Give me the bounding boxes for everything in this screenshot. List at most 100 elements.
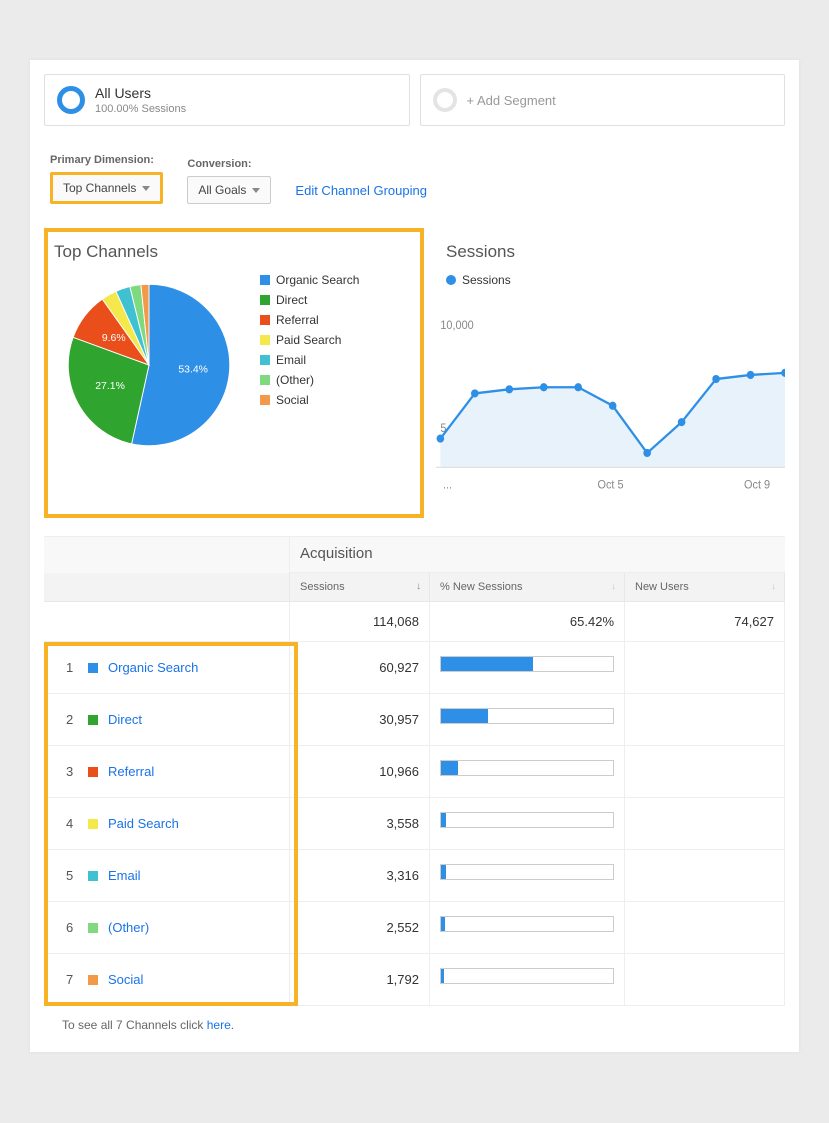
totals-row: 114,068 65.42% 74,627 [44,602,785,642]
analytics-panel: All Users 100.00% Sessions + Add Segment… [30,60,799,1052]
col-sessions[interactable]: Sessions↓ [290,573,430,602]
legend-label: (Other) [276,373,314,387]
legend-label: Social [276,393,309,407]
col-pct-new-sessions[interactable]: % New Sessions↓ [430,573,625,602]
total-sessions: 114,068 [290,602,430,641]
sessions-legend-label: Sessions [462,273,511,287]
channel-link[interactable]: Referral [108,764,154,779]
row-number: 7 [66,972,78,987]
edit-channel-grouping-link[interactable]: Edit Channel Grouping [295,183,427,204]
row-swatch [88,871,98,881]
row-new-users [625,902,785,953]
segment-all-users[interactable]: All Users 100.00% Sessions [44,74,410,126]
row-swatch [88,819,98,829]
legend-item[interactable]: Direct [260,290,359,310]
conversion-dropdown[interactable]: All Goals [187,176,271,204]
row-sessions: 2,552 [290,902,430,953]
row-swatch [88,975,98,985]
segment-row: All Users 100.00% Sessions + Add Segment [44,74,785,126]
row-sessions: 10,966 [290,746,430,797]
footer-note: To see all 7 Channels click here. [44,1018,785,1032]
data-rows: 1 Organic Search 60,927 2 Direct 30,957 … [44,642,785,1006]
legend-label: Email [276,353,306,367]
sort-arrow-icon: ↓ [416,581,421,592]
primary-dimension-value: Top Channels [63,181,136,195]
row-sessions: 3,558 [290,798,430,849]
svg-text:53.4%: 53.4% [178,365,208,376]
legend-swatch [260,375,270,385]
table-row: 1 Organic Search 60,927 [44,642,785,694]
row-new-users [625,850,785,901]
acquisition-group-header: Acquisition [290,537,785,573]
legend-item[interactable]: Referral [260,310,359,330]
svg-text:Oct 9: Oct 9 [744,479,770,491]
segment-subtitle: 100.00% Sessions [95,103,186,115]
top-channels-chart: Top Channels 53.4%27.1%9.6% Organic Sear… [44,228,424,518]
legend-item[interactable]: (Other) [260,370,359,390]
primary-dimension-label: Primary Dimension: [50,154,163,166]
footer-here-link[interactable]: here [207,1018,231,1032]
total-pct-new: 65.42% [430,602,625,641]
legend-swatch [260,295,270,305]
row-bar-cell [430,746,625,797]
svg-text:9.6%: 9.6% [102,333,126,344]
controls-row: Primary Dimension: Top Channels Conversi… [44,154,785,204]
channel-link[interactable]: Paid Search [108,816,179,831]
channel-link[interactable]: Email [108,868,141,883]
sessions-chart: Sessions Sessions 5,00010,000...Oct 5Oct… [436,228,785,518]
primary-dimension-dropdown[interactable]: Top Channels [50,172,163,204]
table-row: 6 (Other) 2,552 [44,902,785,954]
column-headers: Sessions↓ % New Sessions↓ New Users↓ [44,573,785,602]
row-sessions: 30,957 [290,694,430,745]
row-number: 3 [66,764,78,779]
legend-label: Organic Search [276,273,359,287]
legend-item[interactable]: Paid Search [260,330,359,350]
row-number: 4 [66,816,78,831]
row-bar-cell [430,642,625,693]
legend-item[interactable]: Email [260,350,359,370]
legend-item[interactable]: Organic Search [260,270,359,290]
row-number: 2 [66,712,78,727]
svg-text:...: ... [443,479,452,491]
legend-swatch [260,315,270,325]
table-row: 4 Paid Search 3,558 [44,798,785,850]
row-bar-cell [430,694,625,745]
sort-arrow-icon: ↓ [771,581,776,592]
segment-icon [57,86,85,114]
row-number: 6 [66,920,78,935]
add-segment-button[interactable]: + Add Segment [420,74,786,126]
row-bar-cell [430,850,625,901]
sort-arrow-icon: ↓ [611,581,616,592]
row-swatch [88,923,98,933]
row-sessions: 60,927 [290,642,430,693]
legend-label: Paid Search [276,333,341,347]
row-swatch [88,767,98,777]
row-new-users [625,746,785,797]
legend-swatch [260,275,270,285]
row-bar-cell [430,798,625,849]
col-new-users[interactable]: New Users↓ [625,573,785,602]
charts-row: Top Channels 53.4%27.1%9.6% Organic Sear… [44,228,785,518]
row-new-users [625,694,785,745]
table-row: 5 Email 3,316 [44,850,785,902]
sessions-title: Sessions [446,242,785,262]
row-number: 5 [66,868,78,883]
row-swatch [88,715,98,725]
pie-chart: 53.4% 27.1% 9.6% [54,270,244,460]
svg-text:10,000: 10,000 [440,320,473,332]
add-segment-label: + Add Segment [467,93,556,108]
legend-label: Direct [276,293,307,307]
add-segment-icon [433,88,457,112]
channel-link[interactable]: Social [108,972,143,987]
row-sessions: 3,316 [290,850,430,901]
acquisition-table: Acquisition Sessions↓ % New Sessions↓ Ne… [44,536,785,1006]
legend-item[interactable]: Social [260,390,359,410]
total-new-users: 74,627 [625,602,785,641]
row-bar-cell [430,954,625,1005]
channel-link[interactable]: Organic Search [108,660,198,675]
svg-text:27.1%: 27.1% [95,381,125,392]
channel-link[interactable]: Direct [108,712,142,727]
channel-link[interactable]: (Other) [108,920,149,935]
conversion-value: All Goals [198,183,246,197]
legend-swatch [260,395,270,405]
